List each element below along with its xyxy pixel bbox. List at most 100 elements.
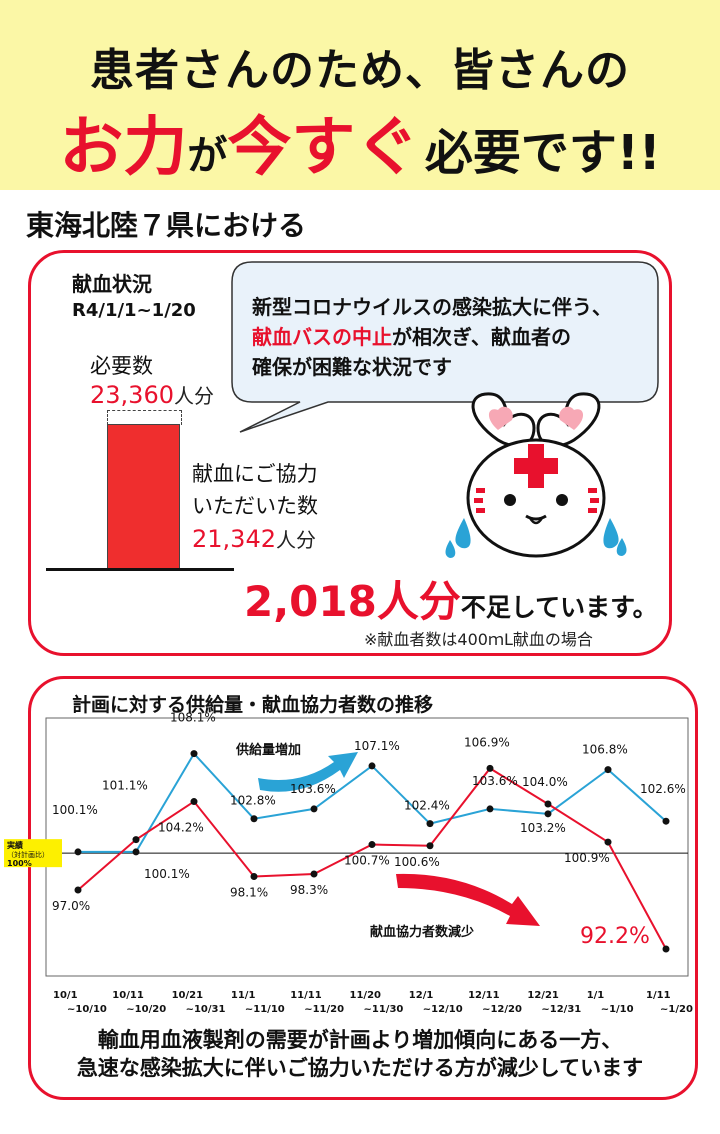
bubble-line2: 献血バスの中止が相次ぎ、献血者の (252, 322, 652, 352)
x-tick-label: ~1/20 (660, 1004, 693, 1015)
donated-unit: 人分 (275, 528, 316, 552)
section-title: 東海北陸７県における (26, 209, 307, 242)
data-point (74, 848, 82, 856)
required-value-row: 23,360人分 (90, 380, 214, 409)
x-tick-label: ~11/30 (364, 1004, 404, 1015)
bubble-line2-rest: が相次ぎ、献血者の (392, 325, 571, 349)
x-tick-label: 12/11 (468, 990, 500, 1001)
speech-bubble-text: 新型コロナウイルスの感染拡大に伴う、 献血バスの中止が相次ぎ、献血者の 確保が困… (252, 292, 652, 382)
x-tick-label: 12/21 (527, 990, 559, 1001)
reference-label-box (4, 839, 62, 868)
data-label: 104.2% (158, 821, 204, 835)
donated-value-row: 21,342人分 (192, 524, 316, 553)
headline-power: お力 (59, 111, 188, 185)
mascot-face (466, 438, 606, 558)
shortage-text: 不足しています。 (460, 593, 658, 622)
reference-group: 実績（対計画比）100% (4, 839, 688, 868)
x-tick-label: ~10/31 (186, 1004, 226, 1015)
footer-line1: 輸血用血液製剤の需要が計画より増加傾向にある一方、 (97, 1028, 623, 1052)
data-label: 106.8% (582, 743, 628, 757)
x-tick-label: 1/11 (646, 990, 671, 1001)
bar-baseline (46, 568, 234, 571)
data-point (486, 764, 494, 772)
data-point (250, 872, 258, 880)
data-point (368, 762, 376, 770)
data-label: 103.6% (472, 774, 518, 788)
data-point (310, 805, 318, 813)
data-label: 103.6% (290, 782, 336, 796)
shortage-row: 2,018人分不足しています。 (244, 568, 658, 629)
x-tick-label: ~10/20 (126, 1004, 166, 1015)
series-group (74, 750, 670, 953)
x-tick-label: 10/21 (172, 990, 204, 1001)
donated-label-2: いただいた数 (192, 494, 318, 518)
data-label: 97.0% (52, 899, 90, 913)
headline-now: 今すぐ (227, 111, 420, 185)
data-label: 92.2% (580, 924, 650, 949)
data-label: 102.8% (230, 794, 276, 808)
x-tick-label: ~12/10 (423, 1004, 463, 1015)
x-tick-label: ~12/20 (482, 1004, 522, 1015)
mascot-tear-left (455, 518, 471, 549)
data-point (250, 815, 258, 823)
data-label: 102.6% (640, 782, 686, 796)
mascot-eye-left (504, 494, 516, 506)
x-tick-label: 10/1 (53, 990, 78, 1001)
reference-label-2: （対計画比） (7, 850, 49, 859)
data-point (604, 838, 612, 846)
data-label: 100.7% (344, 854, 390, 868)
data-label: 101.1% (102, 779, 148, 793)
x-tick-label: 11/1 (231, 990, 256, 1001)
data-label: 100.1% (144, 867, 190, 881)
data-point (310, 870, 318, 878)
data-point (74, 886, 82, 894)
chart-title: 計画に対する供給量・献血協力者数の推移 (72, 694, 434, 716)
mascot-tear-right (603, 518, 619, 549)
data-point (662, 817, 670, 825)
data-label: 100.1% (52, 803, 98, 817)
data-point (662, 945, 670, 953)
data-label: 108.1% (170, 711, 216, 725)
required-bar (107, 410, 182, 425)
data-label: 102.4% (404, 799, 450, 813)
trend-arrows (258, 752, 540, 926)
reference-label-3: 100% (7, 859, 32, 868)
donated-bar (107, 423, 180, 570)
x-tick-label: ~1/10 (601, 1004, 634, 1015)
series-name-supply: 供給量増加 (235, 742, 301, 758)
mascot-cheeks (474, 488, 599, 513)
x-tick-label: ~12/31 (541, 1004, 581, 1015)
x-tick-group: 10/1 ~10/10 10/11 ~10/20 10/21 ~10/31 11/1 ~11/… (53, 990, 693, 1015)
required-unit: 人分 (173, 384, 214, 408)
headline-line2: お力が今すぐ 必要です!! (0, 96, 720, 188)
data-point (604, 766, 612, 774)
shortage-value: 2,018人分 (244, 577, 461, 626)
data-point (544, 810, 552, 818)
donor-down-arrow (396, 873, 540, 926)
series-name-donor: 献血協力者数減少 (370, 924, 474, 940)
required-value: 23,360 (90, 381, 174, 409)
data-point (486, 805, 494, 813)
data-label: 104.0% (522, 775, 568, 789)
data-label: 107.1% (354, 739, 400, 753)
x-tick-label: ~10/10 (67, 1004, 107, 1015)
data-label: 98.3% (290, 883, 328, 897)
data-point (426, 820, 434, 828)
donation-note: ※献血者数は400ｍL献血の場合 (364, 630, 593, 649)
bubble-line1: 新型コロナウイルスの感染拡大に伴う、 (252, 295, 612, 319)
data-label: 98.1% (230, 885, 268, 899)
headline-banner: 患者さんのため、皆さんの お力が今すぐ 必要です!! (0, 0, 720, 190)
status-title: 献血状況 (72, 272, 152, 296)
donated-label-1: 献血にご協力 (192, 462, 318, 486)
bubble-bus-cancel: 献血バスの中止 (252, 325, 392, 349)
x-tick-label: ~11/20 (304, 1004, 344, 1015)
footer-line2: 急速な感染拡大に伴いご協力いただける方が減少しています (76, 1056, 644, 1080)
data-point (190, 750, 198, 758)
data-label: 100.6% (394, 855, 440, 869)
mascot-ears (471, 392, 601, 448)
required-label: 必要数 (90, 354, 153, 378)
data-point (368, 841, 376, 849)
mascot-illustration (445, 392, 627, 558)
